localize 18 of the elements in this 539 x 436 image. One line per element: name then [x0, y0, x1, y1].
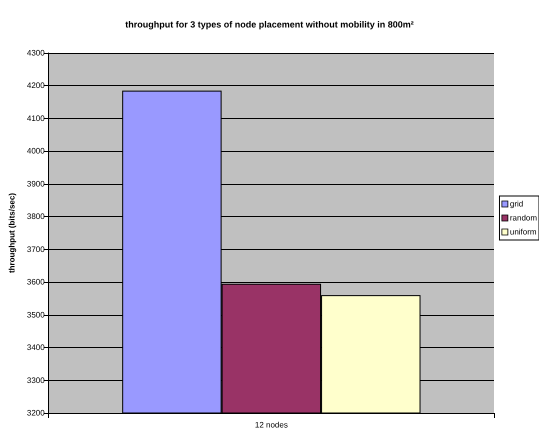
y-tick-label: 4100 [26, 114, 46, 123]
y-tick-label: 3600 [26, 278, 46, 287]
legend-label: grid [510, 200, 524, 208]
y-tick-label: 3300 [26, 376, 46, 385]
y-tick-label: 3500 [26, 310, 46, 320]
y-axis-title: throughput (bits/sec) [8, 192, 16, 273]
legend-label: random [510, 214, 538, 222]
x-tick-label: 12 nodes [254, 420, 288, 430]
y-tick-label: 4200 [26, 81, 46, 90]
chart-title: throughput for 3 types of node placement without mobility in 800m² [125, 20, 414, 30]
y-tick-label: 3800 [26, 212, 46, 222]
y-tick-label: 3200 [26, 408, 46, 418]
y-tick-label: 3900 [26, 179, 46, 188]
y-tick-label: 4300 [26, 48, 46, 58]
y-tick-label: 3400 [26, 343, 46, 352]
legend-label: uniform [510, 228, 537, 236]
y-tick-label: 4000 [26, 146, 46, 156]
y-tick-label: 3700 [26, 244, 46, 254]
